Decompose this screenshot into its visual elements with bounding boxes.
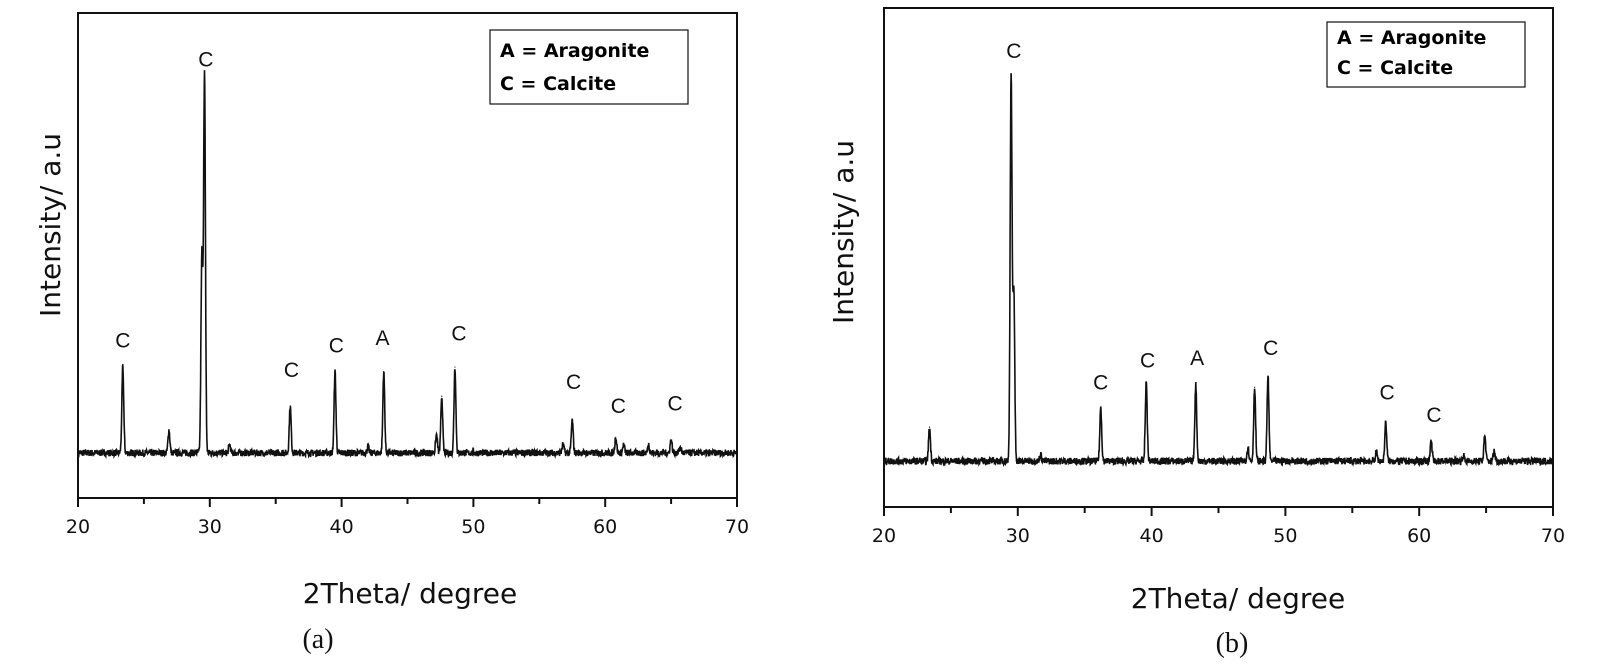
legend-entry: C = Calcite bbox=[500, 73, 616, 95]
x-tick-label: 60 bbox=[1407, 525, 1431, 547]
y-axis-title: Intensity/ a.u bbox=[827, 140, 860, 324]
peak-label: C bbox=[1006, 40, 1021, 63]
peak-label: C bbox=[1426, 404, 1441, 427]
y-axis-title: Intensity/ a.u bbox=[34, 133, 67, 317]
peak-marker bbox=[1267, 376, 1269, 378]
peak-marker bbox=[1254, 386, 1256, 388]
panel-caption: (a) bbox=[302, 624, 333, 655]
x-tick-label: 30 bbox=[198, 516, 222, 538]
peak-marker bbox=[1039, 454, 1042, 456]
x-tick-label: 40 bbox=[330, 516, 354, 538]
peak-marker bbox=[1195, 384, 1197, 386]
x-tick-label: 20 bbox=[66, 516, 90, 538]
x-tick-label: 30 bbox=[1006, 525, 1030, 547]
peak-marker bbox=[1462, 455, 1464, 457]
peak-label: C bbox=[451, 322, 466, 345]
peak-marker bbox=[228, 444, 231, 446]
chart-panel-a: 20 30 40 50 60 70 2Theta/ degree Intensity/ a.u… bbox=[34, 12, 749, 655]
legend: A = Aragonite C = Calcite bbox=[489, 29, 689, 105]
peak-marker bbox=[670, 439, 672, 441]
peak-label: C bbox=[1140, 349, 1155, 372]
peak-marker bbox=[367, 446, 369, 448]
peak-label: A bbox=[1190, 347, 1204, 370]
peak-marker bbox=[571, 419, 573, 421]
peak-marker bbox=[1484, 435, 1486, 437]
peak-marker bbox=[1430, 441, 1432, 443]
peak-marker bbox=[1013, 291, 1015, 294]
peak-marker bbox=[454, 366, 456, 368]
x-tick-label: 20 bbox=[872, 525, 896, 547]
peak-marker bbox=[623, 444, 625, 446]
xrd-pattern-line bbox=[77, 70, 738, 459]
peak-marker bbox=[334, 371, 336, 373]
peak-marker bbox=[1493, 450, 1495, 452]
x-axis-title: 2Theta/ degree bbox=[1131, 582, 1345, 615]
xrd-pattern-line bbox=[883, 73, 1554, 468]
peak-marker bbox=[168, 429, 170, 431]
peak-label: A bbox=[375, 327, 389, 350]
peak-label: C bbox=[1093, 372, 1108, 395]
peak-marker bbox=[1247, 446, 1249, 448]
peak-marker bbox=[615, 436, 617, 438]
x-tick-label: 70 bbox=[725, 516, 749, 538]
peak-marker bbox=[1385, 421, 1387, 423]
x-tick-label: 50 bbox=[461, 516, 485, 538]
legend: A = Aragonite C = Calcite bbox=[1326, 21, 1526, 88]
x-tick-label: 50 bbox=[1273, 525, 1297, 547]
legend-box bbox=[1326, 21, 1526, 88]
legend-entry: A = Aragonite bbox=[1337, 27, 1486, 49]
peak-label: C bbox=[566, 371, 581, 394]
peak-label: C bbox=[1263, 337, 1278, 360]
peak-marker bbox=[648, 444, 650, 446]
peak-marker bbox=[289, 405, 291, 407]
chart-panel-b: 20 30 40 50 60 70 2Theta/ degree Intensity/ a.u… bbox=[827, 7, 1565, 659]
legend-entry: C = Calcite bbox=[1337, 57, 1453, 79]
peak-marker bbox=[1375, 451, 1377, 453]
peak-label: C bbox=[1380, 382, 1395, 405]
peak-marker bbox=[201, 254, 203, 257]
peak-label: C bbox=[667, 393, 682, 416]
legend-entry: A = Aragonite bbox=[500, 40, 649, 62]
peak-marker bbox=[435, 434, 438, 436]
legend-box bbox=[489, 29, 689, 105]
peak-marker bbox=[122, 366, 124, 368]
peak-marker bbox=[928, 426, 931, 428]
peak-label: C bbox=[329, 335, 344, 358]
peak-label: C bbox=[198, 48, 213, 71]
panel-caption: (b) bbox=[1216, 628, 1249, 659]
peak-marker bbox=[1100, 406, 1102, 408]
x-axis-title: 2Theta/ degree bbox=[303, 577, 517, 610]
peak-marker bbox=[1145, 381, 1147, 383]
x-tick-label: 40 bbox=[1140, 525, 1164, 547]
peak-label: C bbox=[115, 330, 130, 353]
peak-marker bbox=[562, 444, 564, 446]
peak-label: C bbox=[284, 359, 299, 382]
x-tick-label: 70 bbox=[1541, 525, 1565, 547]
peak-marker bbox=[679, 446, 681, 448]
peak-marker bbox=[203, 75, 206, 77]
peak-marker bbox=[1010, 74, 1012, 76]
peak-marker bbox=[441, 395, 443, 397]
x-tick-label: 60 bbox=[593, 516, 617, 538]
peak-marker bbox=[383, 371, 385, 373]
peak-label: C bbox=[611, 395, 626, 418]
